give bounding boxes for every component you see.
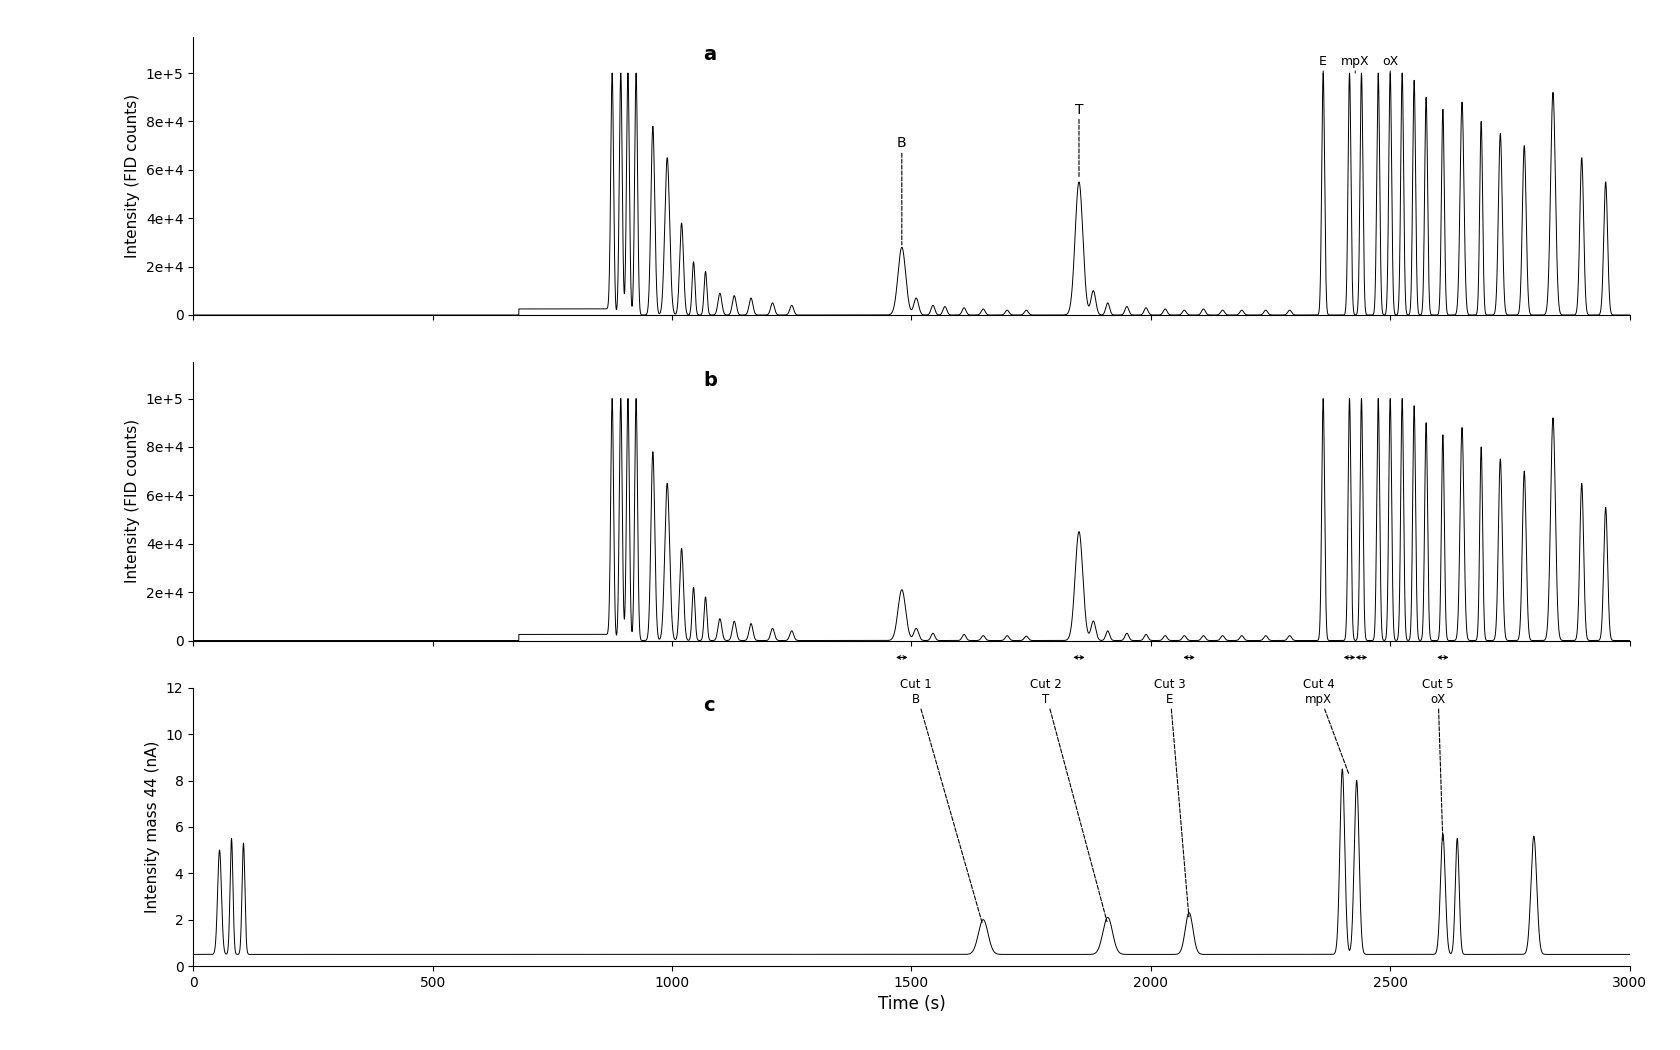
Text: Cut 1
B: Cut 1 B [900, 678, 983, 924]
Y-axis label: Intensity (FID counts): Intensity (FID counts) [126, 419, 139, 584]
Text: Cut 4
mpX: Cut 4 mpX [1302, 678, 1349, 773]
Text: E: E [1319, 56, 1327, 68]
Text: Cut 5
oX: Cut 5 oX [1423, 678, 1453, 840]
Y-axis label: Intensity (FID counts): Intensity (FID counts) [126, 93, 139, 258]
Text: Cut 2
T: Cut 2 T [1030, 678, 1107, 922]
Text: oX: oX [1383, 56, 1398, 68]
Text: c: c [704, 696, 714, 715]
Text: T: T [1075, 103, 1084, 177]
Y-axis label: Intensity mass 44 (nA): Intensity mass 44 (nA) [144, 740, 160, 914]
Text: Cut 3
E: Cut 3 E [1154, 678, 1189, 917]
Text: a: a [704, 45, 716, 64]
Text: mpX: mpX [1341, 56, 1369, 68]
Text: B: B [897, 136, 907, 245]
Text: b: b [704, 371, 717, 390]
X-axis label: Time (s): Time (s) [877, 995, 946, 1013]
